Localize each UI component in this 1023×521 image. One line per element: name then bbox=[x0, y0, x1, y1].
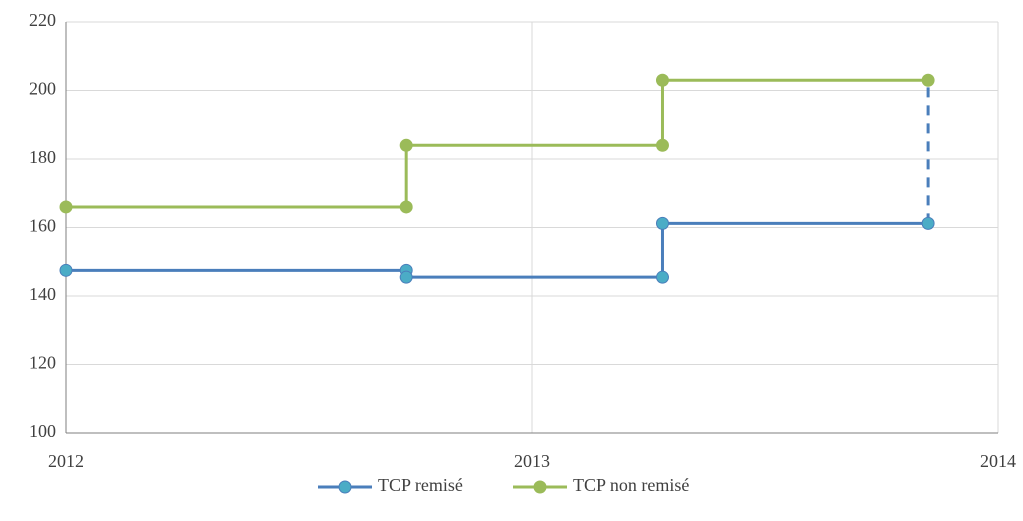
marker bbox=[921, 216, 935, 230]
marker bbox=[59, 200, 73, 214]
y-tick-label: 100 bbox=[29, 421, 56, 441]
legend-marker bbox=[533, 480, 547, 494]
y-tick-label: 140 bbox=[29, 284, 56, 304]
legend-marker bbox=[338, 480, 352, 494]
legend-label: TCP non remisé bbox=[573, 475, 689, 495]
y-tick-label: 220 bbox=[29, 10, 56, 30]
marker bbox=[399, 200, 413, 214]
marker bbox=[399, 270, 413, 284]
marker bbox=[921, 73, 935, 87]
series-line bbox=[66, 78, 929, 209]
marker bbox=[655, 138, 669, 152]
x-tick-label: 2013 bbox=[514, 451, 550, 471]
x-tick-label: 2014 bbox=[980, 451, 1016, 471]
series-line bbox=[66, 221, 929, 279]
legend-label: TCP remisé bbox=[378, 475, 463, 495]
y-tick-label: 160 bbox=[29, 216, 56, 236]
marker bbox=[59, 263, 73, 277]
y-tick-label: 120 bbox=[29, 353, 56, 373]
x-tick-label: 2012 bbox=[48, 451, 84, 471]
marker bbox=[655, 73, 669, 87]
marker bbox=[399, 138, 413, 152]
y-tick-label: 180 bbox=[29, 147, 56, 167]
marker bbox=[655, 216, 669, 230]
marker bbox=[655, 270, 669, 284]
y-tick-label: 200 bbox=[29, 79, 56, 99]
